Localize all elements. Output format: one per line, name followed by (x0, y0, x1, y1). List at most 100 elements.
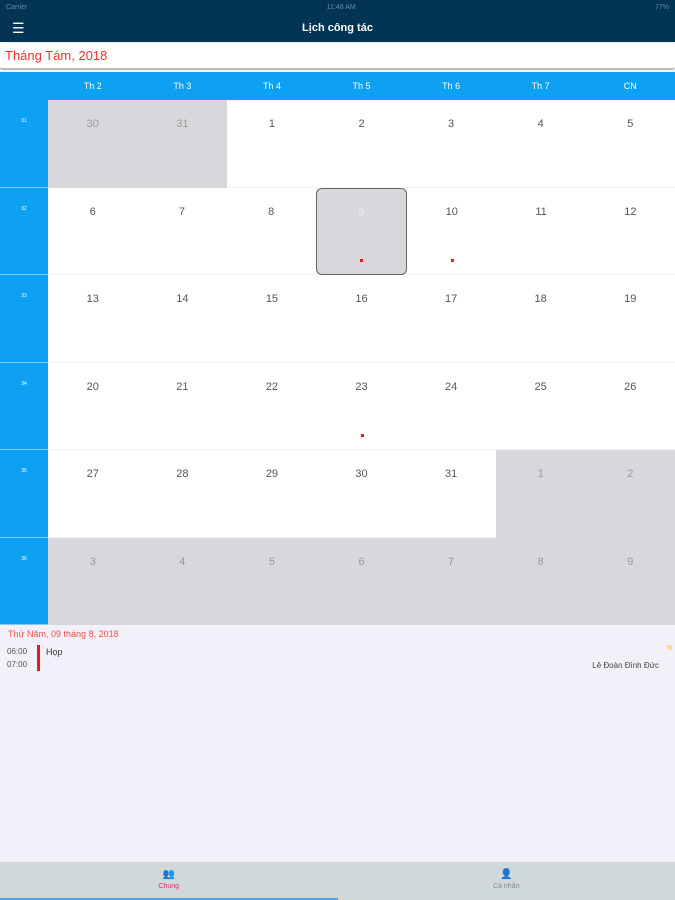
navbar: ☰ Lịch công tác (0, 14, 675, 42)
day-cell[interactable]: 21 (137, 362, 228, 450)
carrier: Carrier (6, 3, 28, 11)
day-cell[interactable]: 6 (48, 187, 138, 275)
day-number: 14 (176, 293, 189, 305)
day-number: 30 (355, 468, 368, 480)
day-number: 30 (86, 118, 99, 130)
day-number: 7 (448, 555, 455, 568)
day-cell[interactable]: 4 (137, 537, 228, 625)
week-number: 31 (0, 100, 48, 188)
day-number: 27 (86, 468, 99, 480)
event-dot (360, 259, 364, 262)
day-cell[interactable]: 8 (495, 537, 586, 625)
day-number: 10 (445, 205, 458, 218)
day-cell[interactable]: 16 (316, 275, 407, 363)
day-number: 4 (537, 118, 544, 130)
day-number: 25 (534, 380, 547, 393)
week-number: 35 (0, 450, 48, 538)
day-cell[interactable]: 1 (495, 450, 586, 538)
day-number: 12 (624, 205, 637, 218)
day-cell[interactable]: 7 (137, 187, 227, 275)
day-cell[interactable]: 3 (48, 537, 138, 625)
week-row: 35 27 28 29 30 31 1 2 (0, 450, 675, 538)
week-row: 33 13 14 15 16 17 18 19 (0, 275, 675, 363)
day-number: 6 (358, 555, 365, 568)
day-cell[interactable]: 7 (406, 537, 496, 625)
day-number: 20 (86, 380, 99, 393)
event-start: 06:00 (7, 647, 28, 656)
day-cell[interactable]: 19 (585, 275, 675, 363)
tab-label: Chung (158, 883, 180, 890)
day-cell[interactable]: 13 (48, 275, 138, 363)
day-number: 17 (444, 293, 458, 305)
day-cell[interactable]: 10 (407, 187, 497, 275)
day-number: 5 (268, 555, 275, 568)
weekday-label: Th 5 (352, 81, 371, 91)
day-cell[interactable]: 26 (585, 362, 675, 450)
day-number: 6 (89, 205, 96, 218)
day-cell[interactable]: 5 (227, 537, 317, 625)
day-cell[interactable]: 2 (316, 100, 407, 188)
day-cell[interactable]: 28 (137, 450, 228, 538)
day-cell[interactable]: 30 (316, 450, 407, 538)
status-bar: Carrier 11:48 AM 77% (0, 0, 675, 14)
day-cell[interactable]: 6 (316, 537, 407, 625)
tab-chung[interactable]: 👥 Chung (0, 862, 338, 900)
day-cell[interactable]: 31 (406, 450, 496, 538)
day-number: 15 (265, 293, 279, 305)
day-cell[interactable]: 27 (48, 450, 138, 538)
event-color-bar (37, 645, 40, 671)
day-cell[interactable]: 22 (227, 362, 317, 450)
day-number: 21 (176, 380, 189, 393)
day-cell[interactable]: 18 (495, 275, 586, 363)
day-number: 1 (268, 118, 275, 130)
event-end: 07:00 (7, 660, 28, 669)
tab-ca-nhan[interactable]: 👤 Cá nhân (338, 862, 675, 900)
day-number: 2 (358, 118, 365, 130)
battery: 77% (654, 3, 669, 11)
day-number: 31 (176, 118, 189, 130)
day-cell[interactable]: 23 (316, 362, 407, 450)
day-number: 24 (444, 380, 458, 393)
day-number: 23 (355, 380, 368, 393)
week-number: 34 (0, 362, 48, 450)
day-cell[interactable]: 24 (406, 362, 496, 450)
event-title: Họp (46, 647, 63, 657)
day-cell[interactable]: 17 (406, 275, 496, 363)
event-item[interactable]: 06:00 07:00 Họp Lê Đoàn Đình Đức (0, 645, 675, 671)
week-number: 33 (0, 275, 48, 363)
week-number: 36 (0, 537, 48, 625)
hamburger-icon[interactable]: ☰ (12, 20, 25, 36)
day-cell[interactable]: 9 (585, 537, 675, 625)
week-row: 32 6 7 8 9 10 11 12 (0, 187, 675, 275)
day-cell[interactable]: 12 (585, 187, 675, 275)
day-detail: Thứ Năm, 09 tháng 8, 2018 06:00 07:00 Họ… (0, 625, 675, 862)
day-cell[interactable]: 1 (227, 100, 317, 188)
day-cell[interactable]: 5 (585, 100, 675, 188)
day-number: 18 (534, 293, 547, 305)
day-cell[interactable]: 3 (406, 100, 496, 188)
day-cell[interactable]: 11 (496, 187, 586, 275)
day-number: 16 (355, 293, 368, 305)
day-number: 1 (537, 468, 544, 480)
day-cell[interactable]: 30 (48, 100, 138, 188)
week-number: 32 (0, 187, 48, 275)
group-icon: 👥 (162, 869, 175, 880)
weekday-header: Th 2 Th 3 Th 4 Th 5 Th 6 Th 7 CN (0, 72, 675, 100)
day-cell[interactable]: 29 (227, 450, 317, 538)
day-cell[interactable]: 20 (48, 362, 138, 450)
day-number: 4 (179, 555, 186, 568)
weekday-label: Th 3 (173, 81, 192, 91)
tab-bar: 👥 Chung 👤 Cá nhân (0, 862, 675, 900)
day-cell[interactable]: 8 (226, 187, 316, 275)
day-number: 9 (627, 555, 634, 568)
day-cell[interactable]: 15 (227, 275, 317, 363)
day-cell[interactable]: 9 (315, 187, 408, 275)
day-number: 5 (627, 118, 634, 130)
day-cell[interactable]: 25 (495, 362, 586, 450)
day-cell[interactable]: 31 (137, 100, 228, 188)
event-dot (450, 259, 454, 262)
day-cell[interactable]: 4 (495, 100, 586, 188)
day-cell[interactable]: 2 (585, 450, 675, 538)
clock: 11:48 AM (326, 3, 356, 11)
day-cell[interactable]: 14 (137, 275, 228, 363)
